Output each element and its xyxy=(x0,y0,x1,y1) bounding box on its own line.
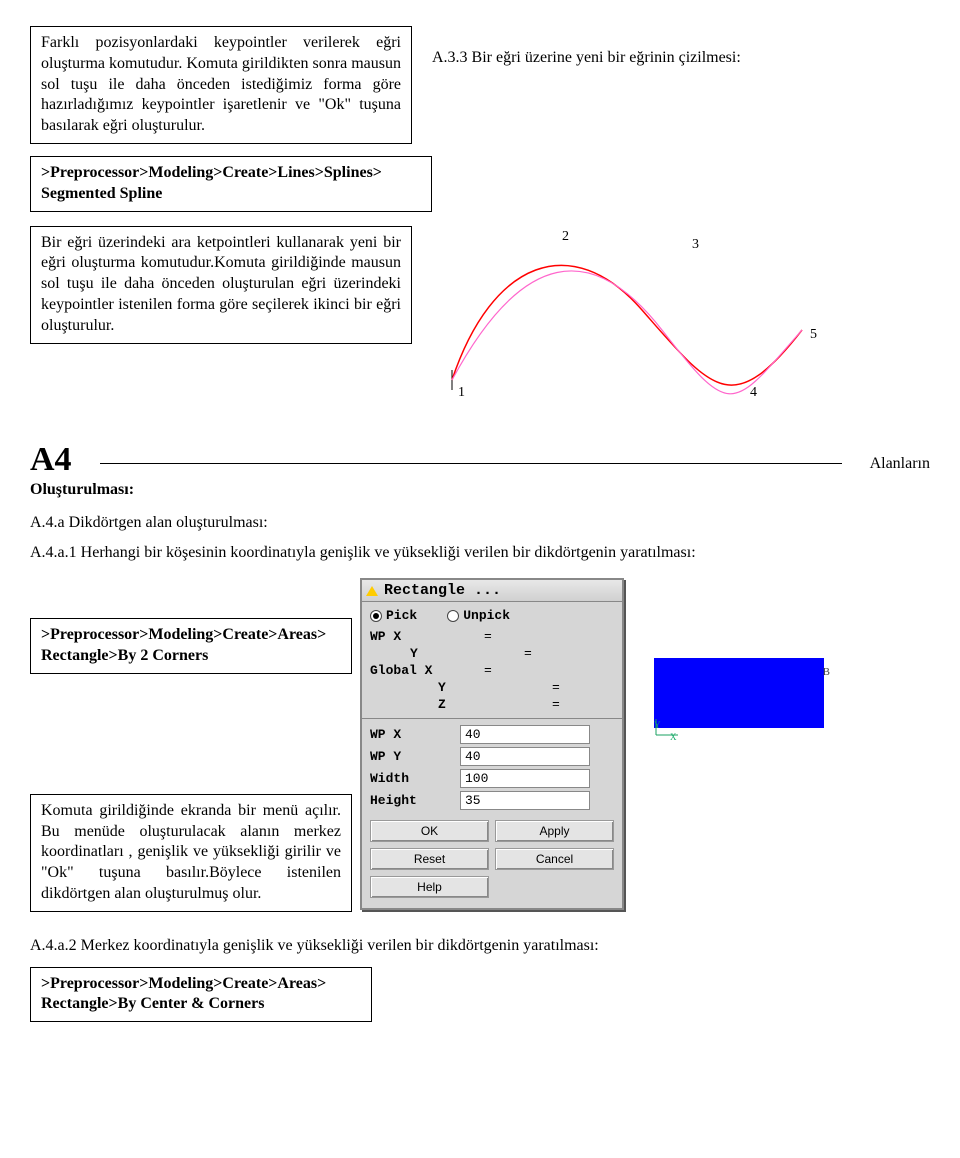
text: Farklı pozisyonlardaki keypointler veril… xyxy=(41,34,401,134)
preview-label: B xyxy=(823,666,830,678)
rectangle-dialog: Rectangle ... Pick Unpick WP X = Y = Globa… xyxy=(360,578,624,910)
radio-unpick-label: Unpick xyxy=(463,608,510,623)
input-width[interactable]: 100 xyxy=(460,769,590,788)
heading-a4a: A.4.a Dikdörtgen alan oluşturulması: xyxy=(30,513,930,534)
label-y: Y xyxy=(370,646,520,661)
label-field-wpx: WP X xyxy=(370,727,460,742)
command-path-by-2-corners: >Preprocessor>Modeling>Create>Areas> Rec… xyxy=(30,618,352,674)
eq: = xyxy=(552,697,560,712)
label-gz: Z xyxy=(370,697,548,712)
spline-figure: 1 2 3 4 5 xyxy=(432,220,832,425)
eq: = xyxy=(552,680,560,695)
help-button[interactable]: Help xyxy=(370,876,489,898)
label-field-height: Height xyxy=(370,793,460,808)
dialog-titlebar: Rectangle ... xyxy=(362,580,622,602)
radio-pick-label: Pick xyxy=(386,608,417,623)
label-field-width: Width xyxy=(370,771,460,786)
paragraph-keypoints: Farklı pozisyonlardaki keypointler veril… xyxy=(30,26,412,144)
axis-icon: Y X xyxy=(652,715,682,742)
input-wpx[interactable]: 40 xyxy=(460,725,590,744)
command-path-by-center: >Preprocessor>Modeling>Create>Areas> Rec… xyxy=(30,967,372,1023)
svg-text:4: 4 xyxy=(750,385,757,400)
eq: = xyxy=(524,646,532,661)
label-wpx: WP X xyxy=(370,629,480,644)
cmd-line-1: >Preprocessor>Modeling>Create>Areas> xyxy=(41,626,326,643)
reset-button[interactable]: Reset xyxy=(370,848,489,870)
svg-text:3: 3 xyxy=(692,237,699,252)
radio-unpick[interactable]: Unpick xyxy=(447,608,510,623)
apply-button[interactable]: Apply xyxy=(495,820,614,842)
input-wpy[interactable]: 40 xyxy=(460,747,590,766)
cmd-line-1: >Preprocessor>Modeling>Create>Areas> xyxy=(41,975,326,992)
heading-a4-right: Alanların xyxy=(870,455,930,473)
cmd-line-1: >Preprocessor>Modeling>Create>Lines>Spli… xyxy=(41,164,382,181)
label-field-wpy: WP Y xyxy=(370,749,460,764)
cancel-button[interactable]: Cancel xyxy=(495,848,614,870)
heading-a4a1: A.4.a.1 Herhangi bir köşesinin koordinat… xyxy=(30,543,930,564)
radio-pick[interactable]: Pick xyxy=(370,608,417,623)
cmd-line-2: Rectangle>By Center & Corners xyxy=(41,995,264,1012)
axis-y-label: Y xyxy=(654,720,661,730)
ok-button[interactable]: OK xyxy=(370,820,489,842)
eq: = xyxy=(484,663,492,678)
dialog-title-text: Rectangle ... xyxy=(384,582,501,599)
heading-a4a2: A.4.a.2 Merkez koordinatıyla genişlik ve… xyxy=(30,936,930,957)
heading-a4-sub: Oluşturulması: xyxy=(30,481,930,499)
label-globalx: Global X xyxy=(370,663,480,678)
command-path-splines: >Preprocessor>Modeling>Create>Lines>Spli… xyxy=(30,156,432,212)
heading-a4: A4 xyxy=(30,441,72,479)
input-height[interactable]: 35 xyxy=(460,791,590,810)
text: Komuta girildiğinde ekranda bir menü açı… xyxy=(41,802,341,902)
cmd-line-2: Segmented Spline xyxy=(41,185,162,202)
eq: = xyxy=(484,629,492,644)
cmd-line-2: Rectangle>By 2 Corners xyxy=(41,647,208,664)
text: A.3.3 Bir eğri üzerine yeni bir eğrinin … xyxy=(432,49,741,66)
radio-dot-icon xyxy=(447,610,459,622)
radio-dot-icon xyxy=(370,610,382,622)
label-gy: Y xyxy=(370,680,548,695)
svg-text:5: 5 xyxy=(810,327,817,342)
paragraph-menu-desc: Komuta girildiğinde ekranda bir menü açı… xyxy=(30,794,352,912)
heading-a33: A.3.3 Bir eğri üzerine yeni bir eğrinin … xyxy=(432,20,812,69)
svg-text:2: 2 xyxy=(562,229,569,244)
paragraph-second-curve: Bir eğri üzerindeki ara ketpointleri kul… xyxy=(30,226,412,344)
rectangle-preview: B Y X xyxy=(644,638,834,748)
axis-x-label: X xyxy=(670,732,677,742)
text: Bir eğri üzerindeki ara ketpointleri kul… xyxy=(41,234,401,334)
svg-text:1: 1 xyxy=(458,385,465,400)
warning-icon xyxy=(366,586,378,596)
